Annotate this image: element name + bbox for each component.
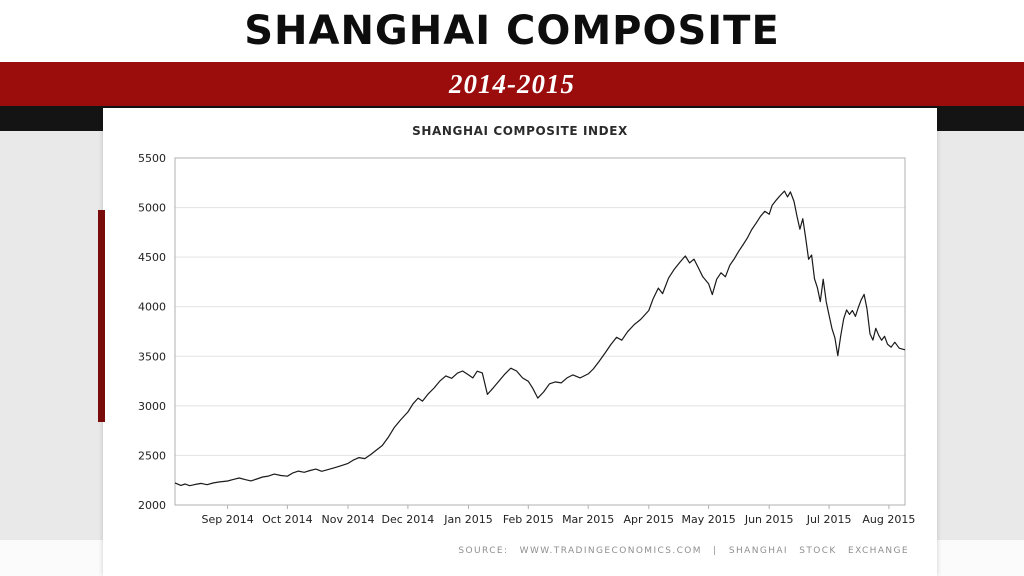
subtitle-band: 2014-2015 bbox=[0, 62, 1024, 106]
red-accent-bar bbox=[98, 210, 105, 422]
chart-area: 5500 5000 4500 4000 3500 3000 2500 2000 Sep 2014… bbox=[103, 148, 937, 538]
svg-text:3000: 3000 bbox=[138, 400, 166, 413]
svg-text:Jul 2015: Jul 2015 bbox=[806, 513, 852, 526]
chart-title: SHANGHAI COMPOSITE INDEX bbox=[412, 124, 628, 138]
svg-text:Oct 2014: Oct 2014 bbox=[262, 513, 313, 526]
svg-text:Sep 2014: Sep 2014 bbox=[201, 513, 253, 526]
svg-text:Jun 2015: Jun 2015 bbox=[744, 513, 794, 526]
line-chart: 5500 5000 4500 4000 3500 3000 2500 2000 Sep 2014… bbox=[138, 152, 915, 526]
svg-text:2000: 2000 bbox=[138, 499, 166, 512]
svg-text:3500: 3500 bbox=[138, 350, 166, 363]
svg-text:Apr 2015: Apr 2015 bbox=[624, 513, 675, 526]
svg-text:2500: 2500 bbox=[138, 449, 166, 462]
svg-text:Dec 2014: Dec 2014 bbox=[382, 513, 435, 526]
svg-text:5000: 5000 bbox=[138, 202, 166, 215]
title-band: SHANGHAI COMPOSITE bbox=[0, 0, 1024, 62]
svg-text:Nov 2014: Nov 2014 bbox=[322, 513, 375, 526]
svg-text:Feb 2015: Feb 2015 bbox=[503, 513, 554, 526]
slide-title: SHANGHAI COMPOSITE bbox=[244, 8, 780, 54]
svg-text:Jan 2015: Jan 2015 bbox=[443, 513, 492, 526]
chart-panel: SHANGHAI COMPOSITE INDEX 5500 5000 4500 400… bbox=[103, 108, 937, 576]
svg-text:5500: 5500 bbox=[138, 152, 166, 165]
svg-text:May 2015: May 2015 bbox=[681, 513, 735, 526]
chart-source-attribution: SOURCE: WWW.TRADINGECONOMICS.COM | SHANG… bbox=[458, 546, 909, 556]
slide-subtitle: 2014-2015 bbox=[449, 68, 575, 99]
svg-text:Aug 2015: Aug 2015 bbox=[862, 513, 915, 526]
svg-text:4000: 4000 bbox=[138, 301, 166, 314]
svg-text:4500: 4500 bbox=[138, 251, 166, 264]
svg-text:Mar 2015: Mar 2015 bbox=[562, 513, 614, 526]
